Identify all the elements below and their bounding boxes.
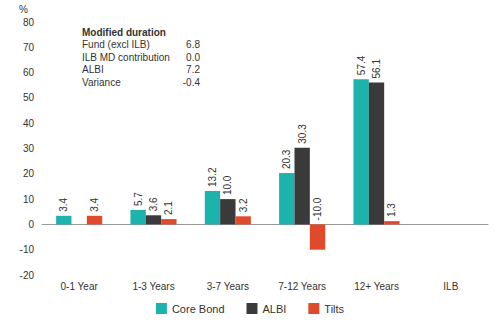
svg-text:57.4: 57.4 xyxy=(356,55,367,75)
svg-text:3.6: 3.6 xyxy=(148,197,159,211)
svg-text:%: % xyxy=(19,4,28,15)
svg-text:1-3 Years: 1-3 Years xyxy=(132,281,174,292)
svg-text:12+ Years: 12+ Years xyxy=(354,281,399,292)
svg-text:0: 0 xyxy=(28,219,34,230)
svg-text:0.0: 0.0 xyxy=(186,52,200,63)
svg-text:13.2: 13.2 xyxy=(207,167,218,187)
svg-text:20.3: 20.3 xyxy=(281,149,292,169)
svg-text:-0.4: -0.4 xyxy=(183,77,201,88)
svg-text:30: 30 xyxy=(23,143,35,154)
svg-text:ALBI: ALBI xyxy=(262,303,286,315)
svg-text:2.1: 2.1 xyxy=(163,201,174,215)
svg-text:Core Bond: Core Bond xyxy=(172,303,225,315)
svg-text:1.3: 1.3 xyxy=(386,203,397,217)
svg-text:7.2: 7.2 xyxy=(186,64,200,75)
svg-text:-10: -10 xyxy=(20,244,35,255)
svg-text:10.0: 10.0 xyxy=(222,175,233,195)
svg-text:7-12 Years: 7-12 Years xyxy=(278,281,326,292)
svg-text:30.3: 30.3 xyxy=(297,124,308,144)
svg-text:40: 40 xyxy=(23,118,35,129)
svg-text:5.7: 5.7 xyxy=(133,192,144,206)
svg-text:70: 70 xyxy=(23,42,35,53)
svg-text:-20: -20 xyxy=(20,270,35,281)
svg-text:ILB: ILB xyxy=(443,281,458,292)
svg-text:Fund (excl ILB): Fund (excl ILB) xyxy=(82,39,150,50)
svg-text:Tilts: Tilts xyxy=(324,303,344,315)
svg-text:ALBI: ALBI xyxy=(82,64,104,75)
svg-text:10: 10 xyxy=(23,194,35,205)
svg-text:3.4: 3.4 xyxy=(58,197,69,211)
svg-text:0-1 Year: 0-1 Year xyxy=(61,281,99,292)
svg-text:Variance: Variance xyxy=(82,77,121,88)
svg-text:50: 50 xyxy=(23,92,35,103)
svg-text:-10.0: -10.0 xyxy=(312,197,323,220)
svg-text:20: 20 xyxy=(23,168,35,179)
svg-text:60: 60 xyxy=(23,67,35,78)
svg-text:3-7 Years: 3-7 Years xyxy=(207,281,249,292)
svg-text:3.2: 3.2 xyxy=(238,198,249,212)
svg-text:80: 80 xyxy=(23,17,35,28)
svg-text:3.4: 3.4 xyxy=(89,197,100,211)
svg-text:ILB MD contribution: ILB MD contribution xyxy=(82,52,170,63)
svg-text:56.1: 56.1 xyxy=(371,59,382,79)
svg-text:6.8: 6.8 xyxy=(186,39,200,50)
svg-text:Modified duration: Modified duration xyxy=(82,27,166,38)
